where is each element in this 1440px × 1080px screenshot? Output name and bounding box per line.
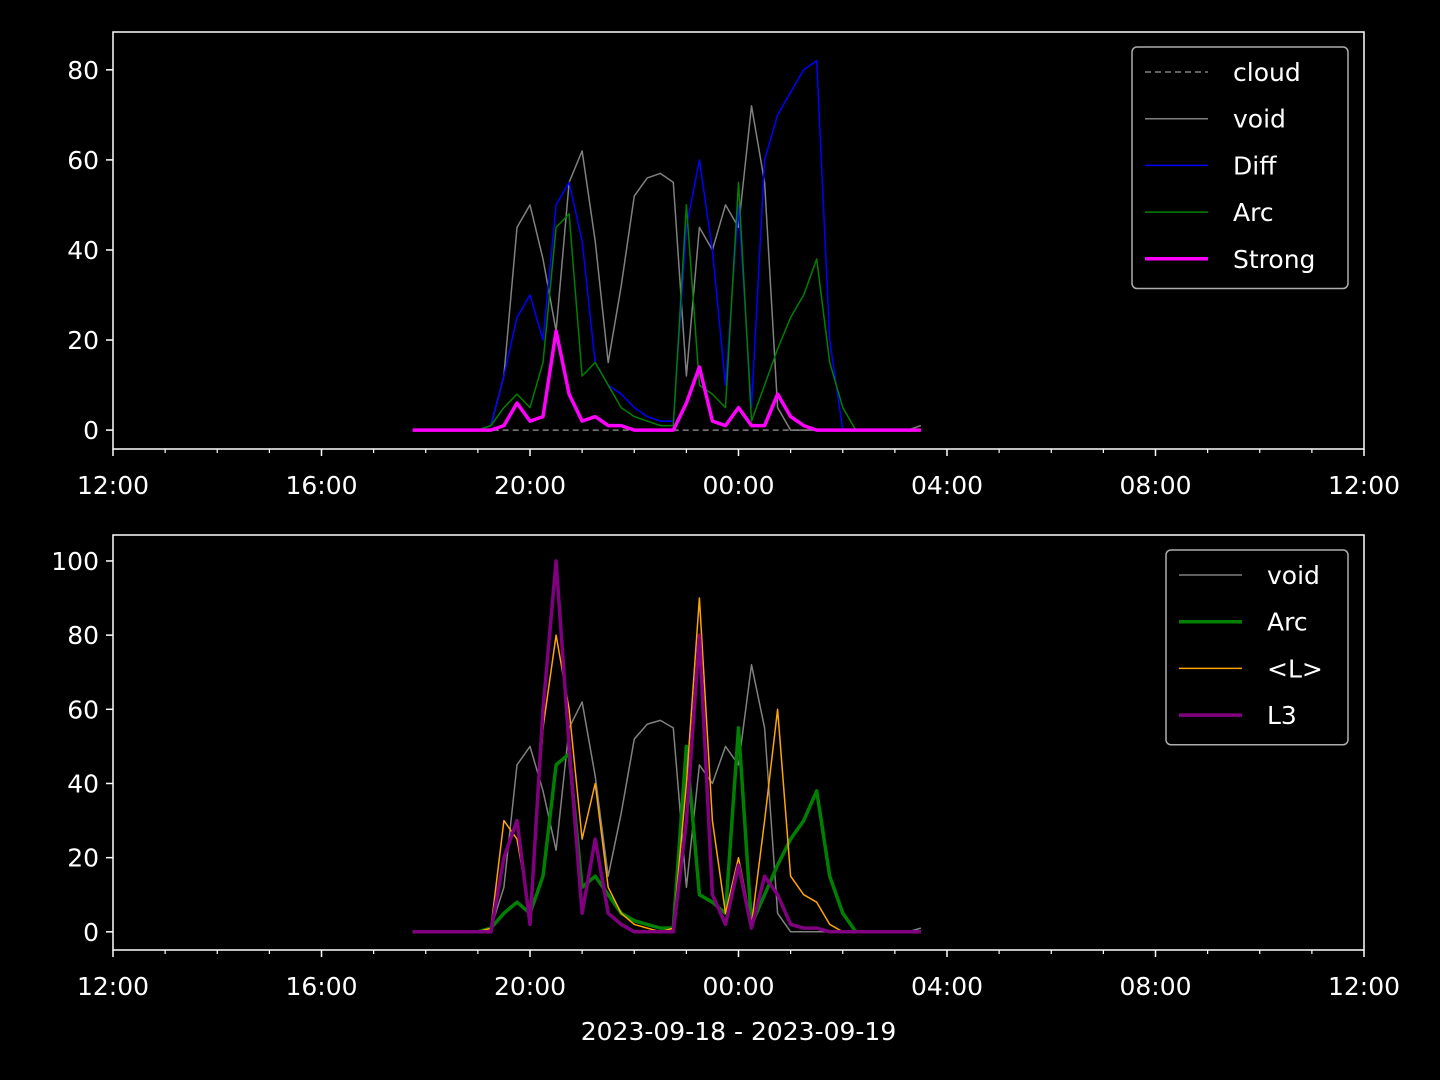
- legend: void Arc <L> L3: [1165, 549, 1349, 746]
- legend-box: [1165, 549, 1349, 746]
- y-tick-label: 80: [67, 621, 99, 650]
- y-tick-label: 40: [67, 236, 99, 265]
- x-tick-label: 20:00: [494, 972, 566, 1001]
- legend-box: [1131, 46, 1349, 290]
- x-tick-label: 12:00: [1328, 471, 1400, 500]
- y-tick-label: 40: [67, 769, 99, 798]
- x-tick-label: 12:00: [1328, 972, 1400, 1001]
- axes-frame: [112, 534, 1365, 951]
- y-tick-label: 20: [67, 326, 99, 355]
- x-tick-label: 04:00: [911, 972, 983, 1001]
- legend-label: void: [1233, 105, 1286, 134]
- y-tick-label: 80: [67, 56, 99, 85]
- x-tick-label: 08:00: [1119, 471, 1191, 500]
- x-tick-label: 20:00: [494, 471, 566, 500]
- y-tick-label: 0: [83, 918, 99, 947]
- x-tick-label: 12:00: [77, 972, 149, 1001]
- legend-label: Diff: [1233, 151, 1277, 180]
- legend-label: <L>: [1267, 654, 1323, 683]
- y-tick-label: 100: [51, 547, 99, 576]
- series-line: [412, 559, 921, 934]
- series-line: [412, 726, 921, 934]
- legend-label: Strong: [1233, 245, 1315, 274]
- series-line: [412, 329, 921, 432]
- series-line: [412, 597, 921, 933]
- x-tick-label: 08:00: [1119, 972, 1191, 1001]
- y-tick-label: 0: [83, 416, 99, 445]
- legend-label: void: [1267, 561, 1320, 590]
- legend-label: Arc: [1267, 608, 1308, 637]
- x-tick-label: 00:00: [702, 471, 774, 500]
- x-axis-label: 2023-09-18 - 2023-09-19: [581, 1017, 897, 1046]
- x-tick-label: 04:00: [911, 471, 983, 500]
- x-tick-label: 16:00: [285, 471, 357, 500]
- legend-label: cloud: [1233, 58, 1301, 87]
- x-tick-label: 12:00: [77, 471, 149, 500]
- x-tick-label: 16:00: [285, 972, 357, 1001]
- y-tick-label: 60: [67, 695, 99, 724]
- series-line: [412, 181, 921, 431]
- legend: cloud void Diff Arc Strong: [1131, 46, 1349, 290]
- x-tick-label: 00:00: [702, 972, 774, 1001]
- legend-label: Arc: [1233, 198, 1274, 227]
- y-tick-label: 20: [67, 844, 99, 873]
- y-tick-label: 60: [67, 146, 99, 175]
- legend-label: L3: [1267, 701, 1297, 730]
- axes-frame: [112, 31, 1365, 450]
